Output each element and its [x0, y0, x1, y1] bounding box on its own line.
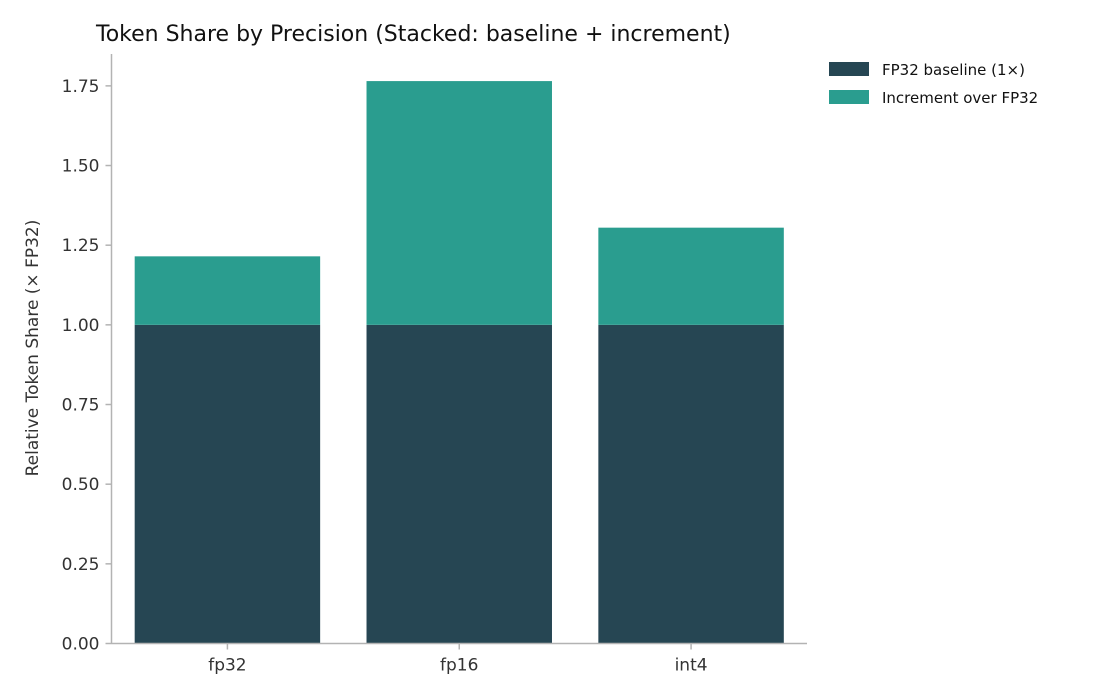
y-tick-label: 0.50 [62, 475, 100, 495]
y-ticks-layer: 0.00 0.25 0.50 0.75 1.00 1.25 1.50 1.75 [62, 77, 112, 655]
legend-label-baseline: FP32 baseline (1×) [882, 61, 1025, 79]
y-tick-label: 1.00 [62, 316, 100, 336]
x-ticks-layer: fp32 fp16 int4 [208, 643, 708, 676]
legend: FP32 baseline (1×) Increment over FP32 [829, 61, 1038, 107]
bars-layer [134, 81, 784, 644]
bar-fp32-baseline [134, 324, 321, 644]
x-tick-label-fp16: fp16 [440, 656, 478, 676]
y-tick-label: 0.00 [62, 635, 100, 655]
y-tick-label: 0.25 [62, 555, 100, 575]
bar-fp16-baseline [366, 324, 552, 644]
y-axis-label: Relative Token Share (× FP32) [23, 220, 43, 477]
legend-swatch-baseline [829, 62, 869, 76]
x-tick-label-int4: int4 [675, 656, 708, 676]
x-tick-label-fp32: fp32 [208, 656, 246, 676]
y-tick-label: 1.75 [62, 77, 100, 97]
chart-title: Token Share by Precision (Stacked: basel… [95, 22, 731, 47]
bar-fp16-increment [366, 81, 552, 325]
y-tick-label: 0.75 [62, 396, 100, 416]
legend-label-increment: Increment over FP32 [882, 89, 1038, 107]
bar-int4-increment [598, 227, 784, 325]
bar-int4-baseline [598, 324, 784, 644]
bar-fp32-increment [134, 256, 321, 325]
legend-swatch-increment [829, 90, 869, 104]
y-tick-label: 1.50 [62, 157, 100, 177]
y-tick-label: 1.25 [62, 236, 100, 256]
